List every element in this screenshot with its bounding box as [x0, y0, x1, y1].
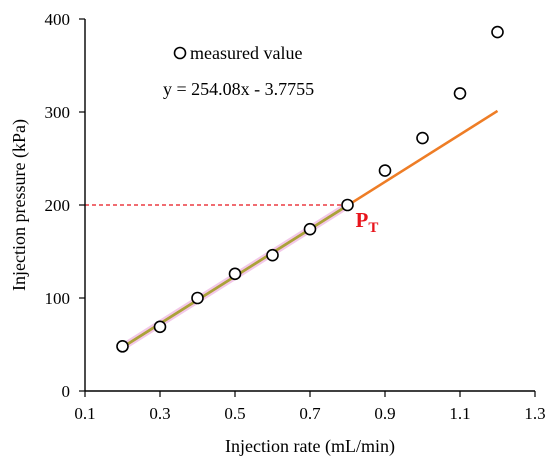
pt-annotation-subscript: T: [368, 220, 378, 236]
x-tick-label: 0.7: [299, 404, 321, 423]
y-tick-label: 100: [45, 289, 71, 308]
data-point: [453, 87, 467, 100]
data-point: [191, 291, 204, 305]
pt-annotation: PT: [356, 208, 379, 236]
data-points-group: [116, 25, 504, 353]
x-tick-label: 1.1: [449, 404, 470, 423]
x-tick-label: 0.5: [224, 404, 245, 423]
data-point: [266, 248, 279, 262]
x-tick-label: 0.9: [374, 404, 395, 423]
y-tick-label: 0: [62, 382, 71, 401]
x-tick-label: 0.1: [74, 404, 95, 423]
legend-label: measured value: [190, 43, 302, 63]
data-point: [491, 25, 504, 39]
tick-group: 0.1 0.3 0.5 0.7 0.9 1.1 1.3 0 100 200 300 400: [45, 10, 546, 423]
x-axis-title: Injection rate (mL/min): [225, 436, 395, 457]
data-point: [228, 267, 242, 281]
y-tick-label: 200: [45, 196, 71, 215]
x-tick-label: 1.3: [524, 404, 545, 423]
pt-annotation-main: P: [356, 208, 369, 232]
x-tick-label: 0.3: [149, 404, 170, 423]
data-point: [416, 131, 429, 145]
data-point: [303, 222, 317, 236]
data-point: [378, 164, 392, 177]
y-tick-label: 400: [45, 10, 71, 29]
data-point: [341, 198, 354, 212]
y-tick-label: 300: [45, 103, 71, 122]
legend-marker-icon: [173, 46, 187, 60]
y-axis-title: Injection pressure (kPa): [9, 119, 30, 291]
fit-equation: y = 254.08x - 3.7755: [163, 79, 314, 99]
legend: measured value: [173, 43, 302, 63]
data-point: [153, 320, 167, 334]
data-point: [116, 340, 129, 353]
